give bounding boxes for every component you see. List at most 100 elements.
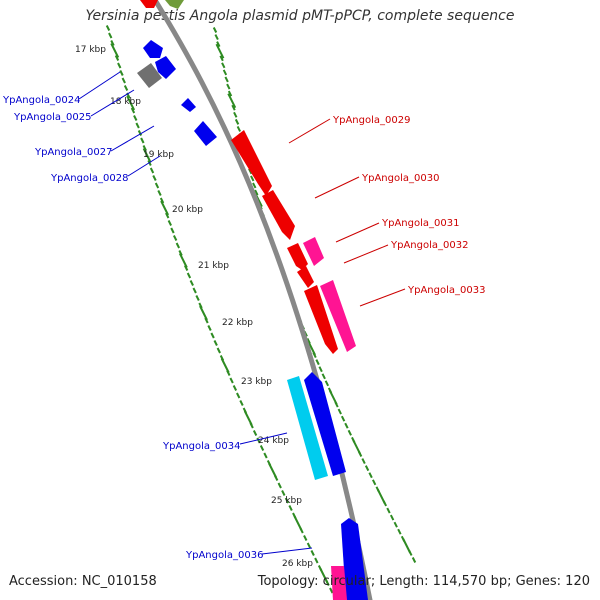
gc-dot [303,535,308,541]
gc-dot [254,189,259,196]
gene-label-leader [261,547,313,555]
gc-dot [310,550,315,556]
gene-arrow-top-green [165,0,184,9]
gc-dot [117,62,122,69]
gene-arrow-0036[interactable] [341,518,368,600]
gc-dot [142,148,152,163]
gene-label[interactable]: YpAngola_0033 [407,285,485,296]
gene-label[interactable]: YpAngola_0031 [381,218,459,229]
gc-dot [170,227,175,234]
gc-dot [329,587,334,594]
gene-arrow-bottom-pink[interactable] [331,566,347,600]
gc-dot [214,34,219,41]
kbp-tick-label: 19 kbp [143,150,174,160]
gene-arrow-0028[interactable] [194,121,217,146]
gc-dot [175,242,180,249]
gene-label[interactable]: YpAngola_0030 [361,173,439,184]
gc-dot [306,542,312,549]
gc-dot [236,125,242,132]
gc-dot [268,463,277,478]
gene-label[interactable]: YpAngola_0029 [332,115,410,126]
gc-dot [121,77,126,84]
gc-dot [216,41,221,48]
kbp-tick-label: 23 kbp [241,377,272,387]
gene-label-leader [110,125,155,152]
accession-text: Accession: NC_010158 [9,574,157,589]
gc-dot [220,358,230,373]
gene-label[interactable]: YpAngola_0028 [50,173,128,184]
gc-dot [288,505,293,511]
gene-arrow-0034-blue[interactable] [304,372,346,476]
gene-arrow-0033-red[interactable] [304,285,338,354]
gene-arrow-0031b[interactable] [297,266,314,288]
gene-arrow-0025[interactable] [155,56,176,79]
gene-arrow-0031[interactable] [287,243,308,270]
gene-label-leader [127,155,161,177]
gc-dot [114,55,120,61]
kbp-tick-label: 26 kbp [282,559,313,569]
gc-dot [233,111,238,118]
gene-label[interactable]: YpAngola_0036 [185,550,263,561]
gc-dot [389,514,395,521]
gc-dot [386,507,391,514]
gc-dot [299,527,304,534]
gc-dot [224,76,229,83]
gc-dot [324,380,330,387]
gene-arrow-0027[interactable] [181,98,196,112]
gene-label-leader [78,71,121,100]
gc-dot [221,62,226,69]
gc-dot [284,497,290,504]
gene-arrow-0029[interactable] [231,130,272,196]
map-title: Yersinia pestis Angola plasmid pMT-pPCP,… [85,8,515,24]
gc-dot [192,287,197,294]
gene-label-leader [239,432,288,445]
kbp-ticks: 17 kbp 18 kbp 19 kbp 20 kbp 21 kbp 22 kbp 23 k… [75,45,313,569]
gene-label-leader [359,288,406,307]
gc-dot [167,220,172,226]
gc-dot [364,465,370,472]
gene-label[interactable]: YpAngola_0034 [162,441,240,452]
gene-label[interactable]: YpAngola_0024 [2,95,80,106]
gene-arrow-0024[interactable] [143,40,163,58]
gene-label[interactable]: YpAngola_0027 [34,147,112,158]
gc-dot [189,280,194,286]
gene-arrow-0033-pink[interactable] [320,280,356,352]
gene-label-leader [90,89,135,117]
gc-dot [277,482,282,489]
gene-arrow-0030[interactable] [262,190,295,240]
gc-dot [243,410,253,426]
gc-dot [259,445,265,451]
gc-dot [371,479,377,486]
gc-dot [234,118,240,125]
gc-dot [232,385,238,391]
gene-feature-grey[interactable] [137,63,162,88]
gc-dot [252,430,258,436]
gc-dot [219,55,224,62]
kbp-tick-label: 20 kbp [172,205,203,215]
gc-dot [183,265,189,271]
kbp-tick-label: 24 kbp [258,436,289,446]
gc-dot [159,197,165,204]
gc-dot [229,377,234,384]
gene-arrow-0034-cyan[interactable] [287,376,328,480]
gc-dot [312,352,317,359]
gene-label-leader [335,222,380,243]
gc-dot [130,107,136,114]
gc-dot [215,43,225,59]
gc-dot [344,422,349,429]
gene-arrow-top-red [140,0,158,8]
gc-dot [318,366,323,373]
gene-arrow-0032[interactable] [303,237,324,266]
gc-dot [173,235,178,241]
gene-label[interactable]: YpAngola_0032 [390,240,468,251]
gc-dot [263,452,268,459]
gc-dot [207,325,212,331]
gc-dot [108,32,113,39]
gc-dot [357,451,363,457]
gene-label[interactable]: YpAngola_0025 [13,112,91,123]
topology-text: Topology: circular; Length: 114,570 bp; … [257,574,590,589]
gc-dot [137,130,143,136]
gc-dot [249,422,254,429]
gc-dot [293,515,303,531]
